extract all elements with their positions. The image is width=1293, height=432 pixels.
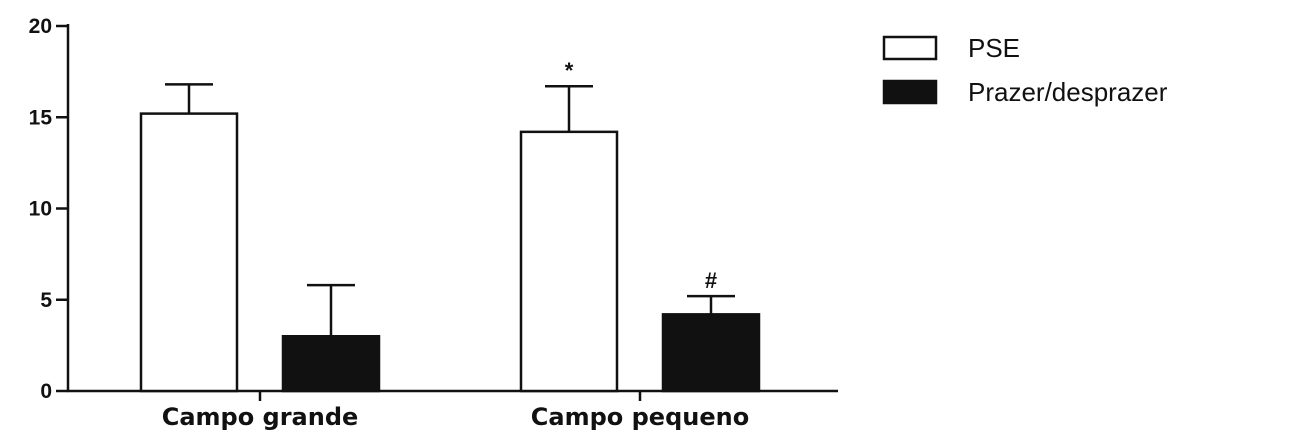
y-tick-label: 5 bbox=[40, 289, 52, 312]
y-tick-label: 20 bbox=[29, 15, 52, 38]
legend-swatch bbox=[882, 35, 938, 61]
bars bbox=[139, 83, 761, 393]
labels: 0 5 10 15 20 Campo grande Campo pequeno * # bbox=[29, 15, 750, 431]
legend-label: PSE bbox=[968, 33, 1020, 63]
y-tick-label: 10 bbox=[29, 198, 52, 221]
y-tick-label: 0 bbox=[40, 380, 52, 403]
significance-marker: * bbox=[565, 58, 574, 83]
legend-label: Prazer/desprazer bbox=[968, 77, 1168, 107]
legend-swatch bbox=[882, 79, 938, 105]
bar bbox=[281, 335, 381, 393]
bar bbox=[661, 313, 761, 393]
category-label: Campo pequeno bbox=[531, 403, 749, 431]
bar bbox=[519, 130, 619, 393]
legend: PSE Prazer/desprazer bbox=[882, 33, 1168, 107]
significance-marker: # bbox=[705, 268, 717, 293]
bar bbox=[139, 112, 239, 393]
category-label: Campo grande bbox=[162, 403, 359, 431]
y-tick-label: 15 bbox=[29, 106, 53, 129]
